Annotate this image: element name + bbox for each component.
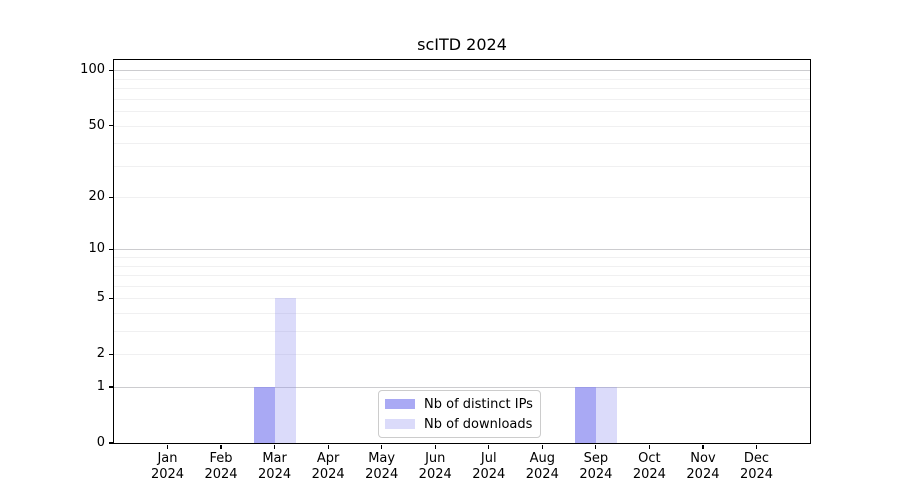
legend-label: Nb of downloads (424, 416, 533, 432)
y-tick-mark (108, 442, 113, 444)
x-tick-label: Feb 2024 (204, 451, 238, 482)
y-tick-mark (108, 125, 113, 127)
legend-swatch-distinct-ips (385, 399, 415, 409)
minor-gridline (114, 354, 810, 356)
y-tick-label: 10 (88, 241, 105, 257)
x-tick-label: May 2024 (365, 451, 399, 482)
y-tick-label: 20 (88, 189, 105, 205)
minor-gridline (114, 275, 810, 277)
bar-nb-of-distinct-ips-sep (574, 387, 596, 443)
x-tick-label: Dec 2024 (739, 451, 774, 482)
x-tick-label: Aug 2024 (525, 451, 559, 482)
minor-gridline (114, 111, 810, 113)
x-tick-mark (327, 444, 329, 449)
bar-nb-of-distinct-ips-mar (253, 387, 275, 443)
minor-gridline (114, 285, 810, 287)
minor-gridline (114, 197, 810, 199)
minor-gridline (114, 143, 810, 145)
legend-item: Nb of distinct IPs (385, 395, 533, 413)
major-gridline (114, 70, 810, 72)
x-tick-mark (166, 444, 169, 449)
y-tick-mark (108, 353, 113, 355)
minor-gridline (114, 78, 810, 80)
legend-item: Nb of downloads (385, 415, 533, 433)
minor-gridline (114, 313, 810, 315)
x-tick-mark (702, 444, 704, 449)
y-tick-mark (108, 297, 113, 299)
y-tick-mark (108, 248, 113, 251)
legend-label: Nb of distinct IPs (424, 396, 533, 412)
y-tick-label: 100 (80, 62, 105, 78)
x-tick-label: Apr 2024 (311, 451, 345, 482)
y-tick-label: 5 (96, 290, 105, 306)
minor-gridline (114, 88, 810, 90)
x-tick-mark (381, 444, 383, 449)
y-tick-label: 0 (96, 435, 105, 450)
y-tick-mark (108, 69, 113, 72)
x-tick-label: Nov 2024 (686, 451, 720, 482)
x-tick-label: Jan 2024 (150, 451, 185, 482)
x-tick-mark (755, 444, 758, 449)
x-tick-mark (434, 444, 436, 449)
x-tick-label: Oct 2024 (632, 451, 666, 482)
minor-gridline (114, 165, 810, 167)
minor-gridline (114, 98, 810, 100)
y-tick-mark (108, 196, 113, 198)
bar-nb-of-downloads-mar (274, 298, 296, 443)
y-tick-label: 1 (96, 379, 105, 395)
x-tick-mark (220, 444, 222, 449)
minor-gridline (114, 257, 810, 259)
major-gridline (114, 387, 810, 389)
x-tick-label: Sep 2024 (579, 451, 613, 482)
x-tick-mark (595, 444, 597, 449)
minor-gridline (114, 265, 810, 267)
y-tick-mark (108, 386, 113, 388)
x-tick-label: Mar 2024 (258, 451, 292, 482)
minor-gridline (114, 298, 810, 300)
minor-gridline (114, 331, 810, 333)
y-tick-label: 50 (88, 117, 105, 133)
legend-swatch-downloads (385, 419, 415, 429)
legend: Nb of distinct IPs Nb of downloads (378, 390, 541, 438)
x-tick-label: Jul 2024 (472, 451, 506, 482)
x-tick-label: Jun 2024 (418, 451, 452, 482)
x-tick-mark (541, 444, 543, 449)
minor-gridline (114, 125, 810, 127)
x-tick-mark (488, 444, 490, 449)
bar-nb-of-downloads-sep (595, 387, 617, 443)
major-gridline (114, 249, 810, 251)
chart-title: scITD 2024 (417, 35, 507, 54)
y-tick-label: 2 (96, 346, 105, 362)
x-tick-mark (648, 444, 650, 449)
x-tick-mark (273, 444, 276, 449)
